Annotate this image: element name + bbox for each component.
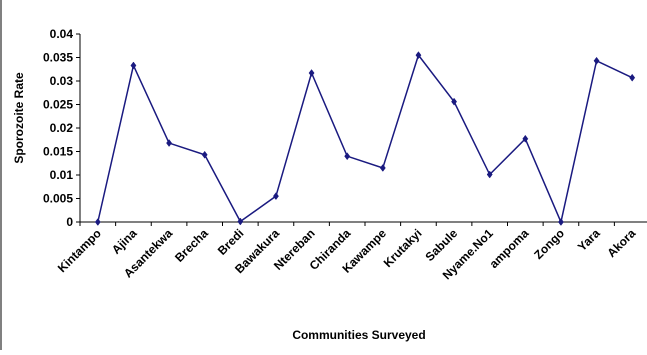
data-point-marker [558,218,564,226]
y-tick-label: 0.005 [43,192,73,206]
y-tick-label: 0.03 [50,74,74,88]
y-tick-label: 0.02 [50,121,74,135]
y-tick-label: 0.04 [50,27,74,41]
x-tick-label: Brecha [172,226,211,265]
data-point-marker [273,192,279,201]
y-tick-label: 0.015 [43,145,73,159]
data-point-marker [629,73,636,82]
data-point-marker [522,134,529,143]
data-point-marker [130,61,137,70]
series [94,51,636,226]
data-point-marker [593,56,600,65]
y-axis-title: Sporozoite Rate [12,72,26,164]
data-point-marker [379,164,386,172]
data-point-marker [415,51,422,60]
x-tick-label: Yara [575,226,603,254]
data-point-marker [166,139,172,147]
data-point-marker [308,69,315,77]
data-point-marker [94,218,101,226]
y-tick-label: 0.035 [43,51,73,65]
x-tick-label: Krutakyi [381,226,425,270]
x-tick-label: Akora [604,226,638,260]
data-point-marker [486,170,493,179]
x-tick-label: Kintampo [55,226,104,275]
y-tick-label: 0 [66,215,73,229]
axes [79,34,647,223]
data-point-marker [237,217,244,226]
y-tick-label: 0.01 [50,168,74,182]
series-line [97,53,633,225]
x-tick-label: Bredi [215,226,247,258]
x-axis-title: Communities Surveyed [292,328,425,342]
x-tick-label: Zongo [531,226,567,262]
y-tick-label: 0.025 [43,98,73,112]
x-tick-label: Ajina [109,226,140,257]
data-point-marker [201,150,208,159]
x-tick-label: ampoma [487,226,532,271]
data-point-marker [451,97,457,106]
data-point-marker [344,152,351,161]
